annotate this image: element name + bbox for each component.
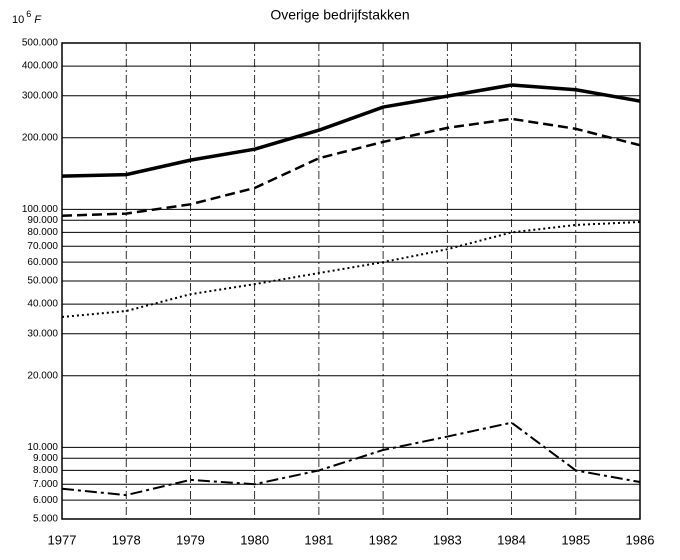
y-tick-label: 7.000 [33,479,58,490]
x-tick-label: 1977 [48,532,77,547]
x-tick-label: 1978 [112,532,141,547]
x-tick-label: 1984 [497,532,526,547]
y-tick-label: 200.000 [22,132,59,143]
y-tick-label: 300.000 [22,90,59,101]
y-tick-label: 100.000 [22,204,59,215]
y-tick-label: 8.000 [33,465,58,476]
y-tick-label: 9.000 [33,453,58,464]
y-tick-label: 10.000 [27,442,58,453]
x-tick-label: 1980 [240,532,269,547]
y-tick-label: 20.000 [27,370,58,381]
chart-title: Overige bedrijfstakken [270,7,409,23]
x-tick-label: 1982 [369,532,398,547]
y-axis-label: 10 6 F [12,9,42,26]
y-tick-label: 50.000 [27,276,58,287]
x-tick-label: 1985 [561,532,590,547]
series-line [61,220,641,318]
plot-frame [61,42,641,520]
y-tick-label: 5.000 [33,514,58,525]
x-tick-label: 1983 [433,532,462,547]
y-tick-label: 70.000 [27,241,58,252]
y-label-exponent: 6 [26,9,31,19]
y-tick-label: 500.000 [22,38,59,49]
y-tick-label: 90.000 [27,215,58,226]
series-line [61,117,641,217]
y-tick-label: 80.000 [27,227,58,238]
series-line [61,83,641,178]
y-tick-label: 6.000 [33,495,58,506]
x-tick-label: 1979 [176,532,205,547]
y-label-base: 10 [12,14,24,26]
x-tick-label: 1986 [626,532,655,547]
y-tick-label: 60.000 [27,257,58,268]
y-tick-label: 40.000 [27,299,58,310]
x-tick-label: 1981 [304,532,333,547]
y-tick-label: 30.000 [27,328,58,339]
y-label-unit: F [34,14,42,26]
series-line [61,421,641,497]
y-tick-label: 400.000 [22,61,59,72]
